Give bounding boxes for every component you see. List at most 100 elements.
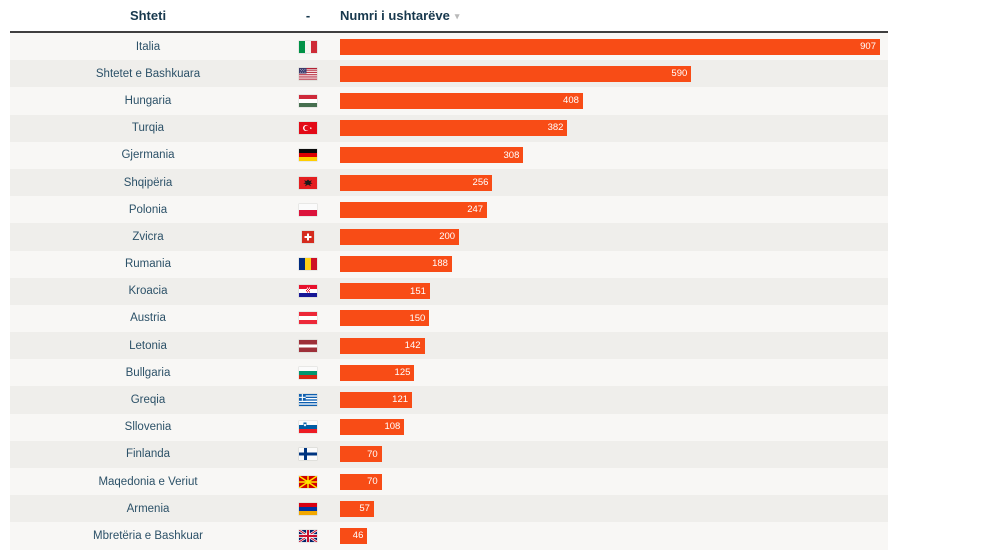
bar-track: 57 [330,500,888,517]
country-flag-icon [286,475,330,488]
bar-track: 256 [330,174,888,191]
bar-value-label: 70 [367,475,378,487]
country-name: Armenia [126,502,170,515]
bar-value-label: 200 [439,231,456,243]
bar-value-label: 382 [547,122,564,134]
table-row: Shtetet e Bashkuara 590 [10,60,888,88]
country-name: Sllovenia [124,421,172,434]
bar-track: 46 [330,527,888,544]
country-name: Mbretëria e Bashkuar [93,529,203,542]
value-bar: 256 [340,174,493,191]
country-flag-icon [286,40,330,53]
bar-track: 125 [330,364,888,381]
bar-track: 907 [330,38,888,55]
table-row: Italia 907 [10,33,888,61]
bar-value-label: 247 [467,203,484,215]
country-name: Italia [135,40,161,53]
value-bar: 590 [340,65,692,82]
bar-value-label: 590 [671,68,688,80]
country-flag-icon [286,149,330,162]
country-name: Maqedonia e Veriut [98,475,198,488]
country-name: Polonia [128,203,168,216]
country-flag-icon [286,203,330,216]
bar-value-label: 308 [503,149,520,161]
table-row: Polonia 247 [10,196,888,224]
country-flag-icon [286,394,330,407]
country-name: Gjermania [121,149,175,162]
bar-track: 142 [330,337,888,354]
table-row: Sllovenia 108 [10,413,888,441]
bar-value-label: 150 [409,312,426,324]
value-bar: 151 [340,283,430,300]
value-bar: 70 [340,473,382,490]
bar-value-label: 108 [384,421,401,433]
country-name: Shqipëria [123,176,173,189]
table-row: Zvicra 200 [10,223,888,251]
bar-value-label: 188 [432,258,448,270]
column-header-value[interactable]: Numri i ushtarëve ▾ [330,8,888,23]
value-bar: 907 [340,38,880,55]
country-flag-icon [286,176,330,189]
table-header: Shteti - Numri i ushtarëve ▾ [10,0,888,33]
country-name: Shtetet e Bashkuara [95,67,201,80]
value-bar: 200 [340,228,460,245]
bar-value-label: 142 [404,339,421,351]
value-bar: 408 [340,92,583,109]
value-bar: 150 [340,310,430,327]
country-name: Hungaria [124,94,172,107]
country-name: Turqia [131,122,165,135]
table-row: Finlanda 70 [10,440,888,468]
table-row: Rumania 188 [10,250,888,278]
bar-track: 70 [330,473,888,490]
sort-descending-icon: ▾ [454,10,460,21]
column-header-flag[interactable]: - [305,8,311,23]
value-bar: 142 [340,337,425,354]
country-flag-icon [286,502,330,515]
bar-track: 150 [330,310,888,327]
bar-value-label: 256 [472,176,489,188]
bar-value-label: 907 [860,40,876,52]
country-name: Zvicra [132,230,164,243]
bar-value-label: 151 [410,285,426,297]
country-flag-icon [286,529,330,542]
table-row: Letonia 142 [10,332,888,360]
value-bar: 308 [340,147,524,164]
country-flag-icon [286,285,330,298]
bar-track: 188 [330,256,888,273]
bar-track: 200 [330,228,888,245]
country-name: Finlanda [125,448,171,461]
country-flag-icon [286,122,330,135]
country-flag-icon [286,448,330,461]
bar-value-label: 125 [394,367,411,379]
bar-track: 247 [330,201,888,218]
country-flag-icon [286,421,330,434]
bar-track: 108 [330,419,888,436]
value-bar: 121 [340,392,413,409]
country-flag-icon [286,230,330,243]
country-name: Bullgaria [125,366,171,379]
bar-track: 382 [330,120,888,137]
country-name: Austria [130,312,166,325]
country-flag-icon [286,258,330,271]
table-row: Armenia 57 [10,495,888,523]
table-body: Italia 907 Shtetet e Bashkuara 590 Hunga… [10,33,888,550]
bar-track: 408 [330,92,888,109]
table-row: Greqia 121 [10,386,888,414]
bar-value-label: 46 [352,530,364,542]
table-row: Shqipëria 256 [10,168,888,197]
soldiers-by-country-table: Shteti - Numri i ushtarëve ▾ Italia 907 … [10,0,888,550]
country-name: Kroacia [128,285,168,298]
country-flag-icon [286,67,330,80]
country-name: Letonia [129,339,167,352]
value-bar: 188 [340,256,452,273]
bar-track: 590 [330,65,888,82]
value-bar: 382 [340,120,568,137]
value-bar: 70 [340,446,382,463]
country-flag-icon [286,94,330,107]
table-row: Gjermania 308 [10,141,888,169]
country-flag-icon [286,339,330,352]
value-bar: 57 [340,500,374,517]
table-row: Kroacia 151 [10,277,888,305]
table-row: Maqedonia e Veriut 70 [10,468,888,496]
column-header-country[interactable]: Shteti [129,8,167,23]
